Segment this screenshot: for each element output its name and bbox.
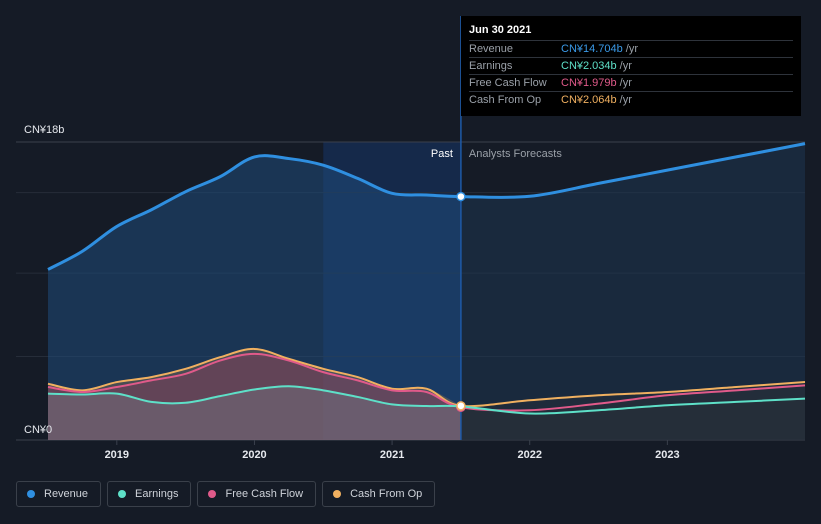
series-areas (48, 143, 805, 440)
y-axis-labels: CN¥18b CN¥0 (24, 124, 64, 436)
line-earnings (47, 385, 806, 415)
tooltip-value: CN¥1.979b (561, 77, 617, 89)
line-revenue (47, 142, 806, 271)
line-cash-from-op (47, 347, 806, 408)
legend-dot-icon (27, 490, 35, 498)
tooltip-value: CN¥2.034b (561, 60, 617, 72)
x-axis-labels: 2019 2020 2021 2022 2023 (105, 440, 680, 461)
line-free-cash-flow (47, 352, 806, 412)
legend-item-cash-from-op[interactable]: Cash From Op (322, 481, 436, 507)
legend-label: Revenue (44, 488, 89, 500)
tooltip-value: CN¥2.064b (561, 94, 617, 106)
tooltip-unit: /yr (625, 43, 639, 55)
x-tick-label: 2020 (242, 449, 266, 461)
area-forecast-free-cash-flow (460, 385, 805, 440)
area-forecast-earnings (460, 398, 805, 440)
x-tick-label: 2023 (655, 449, 679, 461)
legend-dot-icon (118, 490, 127, 498)
tooltip-row-revenue: Revenue CN¥14.704b /yr (469, 41, 793, 58)
x-tick-label: 2019 (105, 449, 129, 461)
tooltip-row-free-cash-flow: Free Cash Flow CN¥1.979b /yr (469, 75, 793, 92)
legend-label: Earnings (135, 488, 179, 500)
series-lines (47, 142, 806, 415)
tooltip-label: Free Cash Flow (469, 77, 547, 89)
area-past-free-cash-flow (48, 353, 461, 440)
y-tick-label: CN¥18b (24, 124, 64, 136)
series-markers (456, 191, 466, 412)
tooltip-row-earnings: Earnings CN¥2.034b /yr (469, 58, 793, 75)
tooltip-label: Revenue (469, 43, 514, 55)
area-past-cash-from-op (48, 348, 461, 440)
tooltip-label: Earnings (469, 60, 513, 72)
tooltip-date: Jun 30 2021 (469, 24, 793, 41)
marker-cash-from-op (456, 401, 466, 411)
tooltip-row-cash-from-op: Cash From Op CN¥2.064b /yr (469, 92, 793, 108)
tooltip-unit: /yr (619, 77, 632, 89)
legend: Revenue Earnings Free Cash Flow Cash Fro… (16, 481, 436, 507)
legend-item-earnings[interactable]: Earnings (107, 481, 192, 507)
tooltip: Jun 30 2021 Revenue CN¥14.704b /yr Earni… (461, 16, 801, 116)
forecast-label: Analysts Forecasts (469, 148, 562, 160)
past-label: Past (431, 148, 453, 160)
tooltip-unit: /yr (619, 60, 632, 72)
tooltip-label: Cash From Op (469, 94, 542, 106)
legend-dot-icon (208, 490, 217, 498)
x-tick-label: 2022 (517, 449, 541, 461)
legend-dot-icon (333, 490, 342, 498)
tooltip-value: CN¥14.704b (561, 43, 623, 55)
legend-item-free-cash-flow[interactable]: Free Cash Flow (197, 481, 317, 507)
area-past-earnings (48, 386, 461, 440)
marker-revenue (456, 191, 466, 202)
area-past-revenue (48, 155, 461, 440)
legend-item-revenue[interactable]: Revenue (16, 481, 102, 507)
tooltip-unit: /yr (619, 94, 632, 106)
legend-label: Free Cash Flow (225, 488, 304, 500)
x-tick-label: 2021 (380, 449, 404, 461)
area-forecast-revenue (460, 143, 805, 440)
legend-label: Cash From Op (350, 488, 423, 500)
y-tick-label: CN¥0 (24, 424, 52, 436)
area-forecast-cash-from-op (460, 382, 805, 440)
